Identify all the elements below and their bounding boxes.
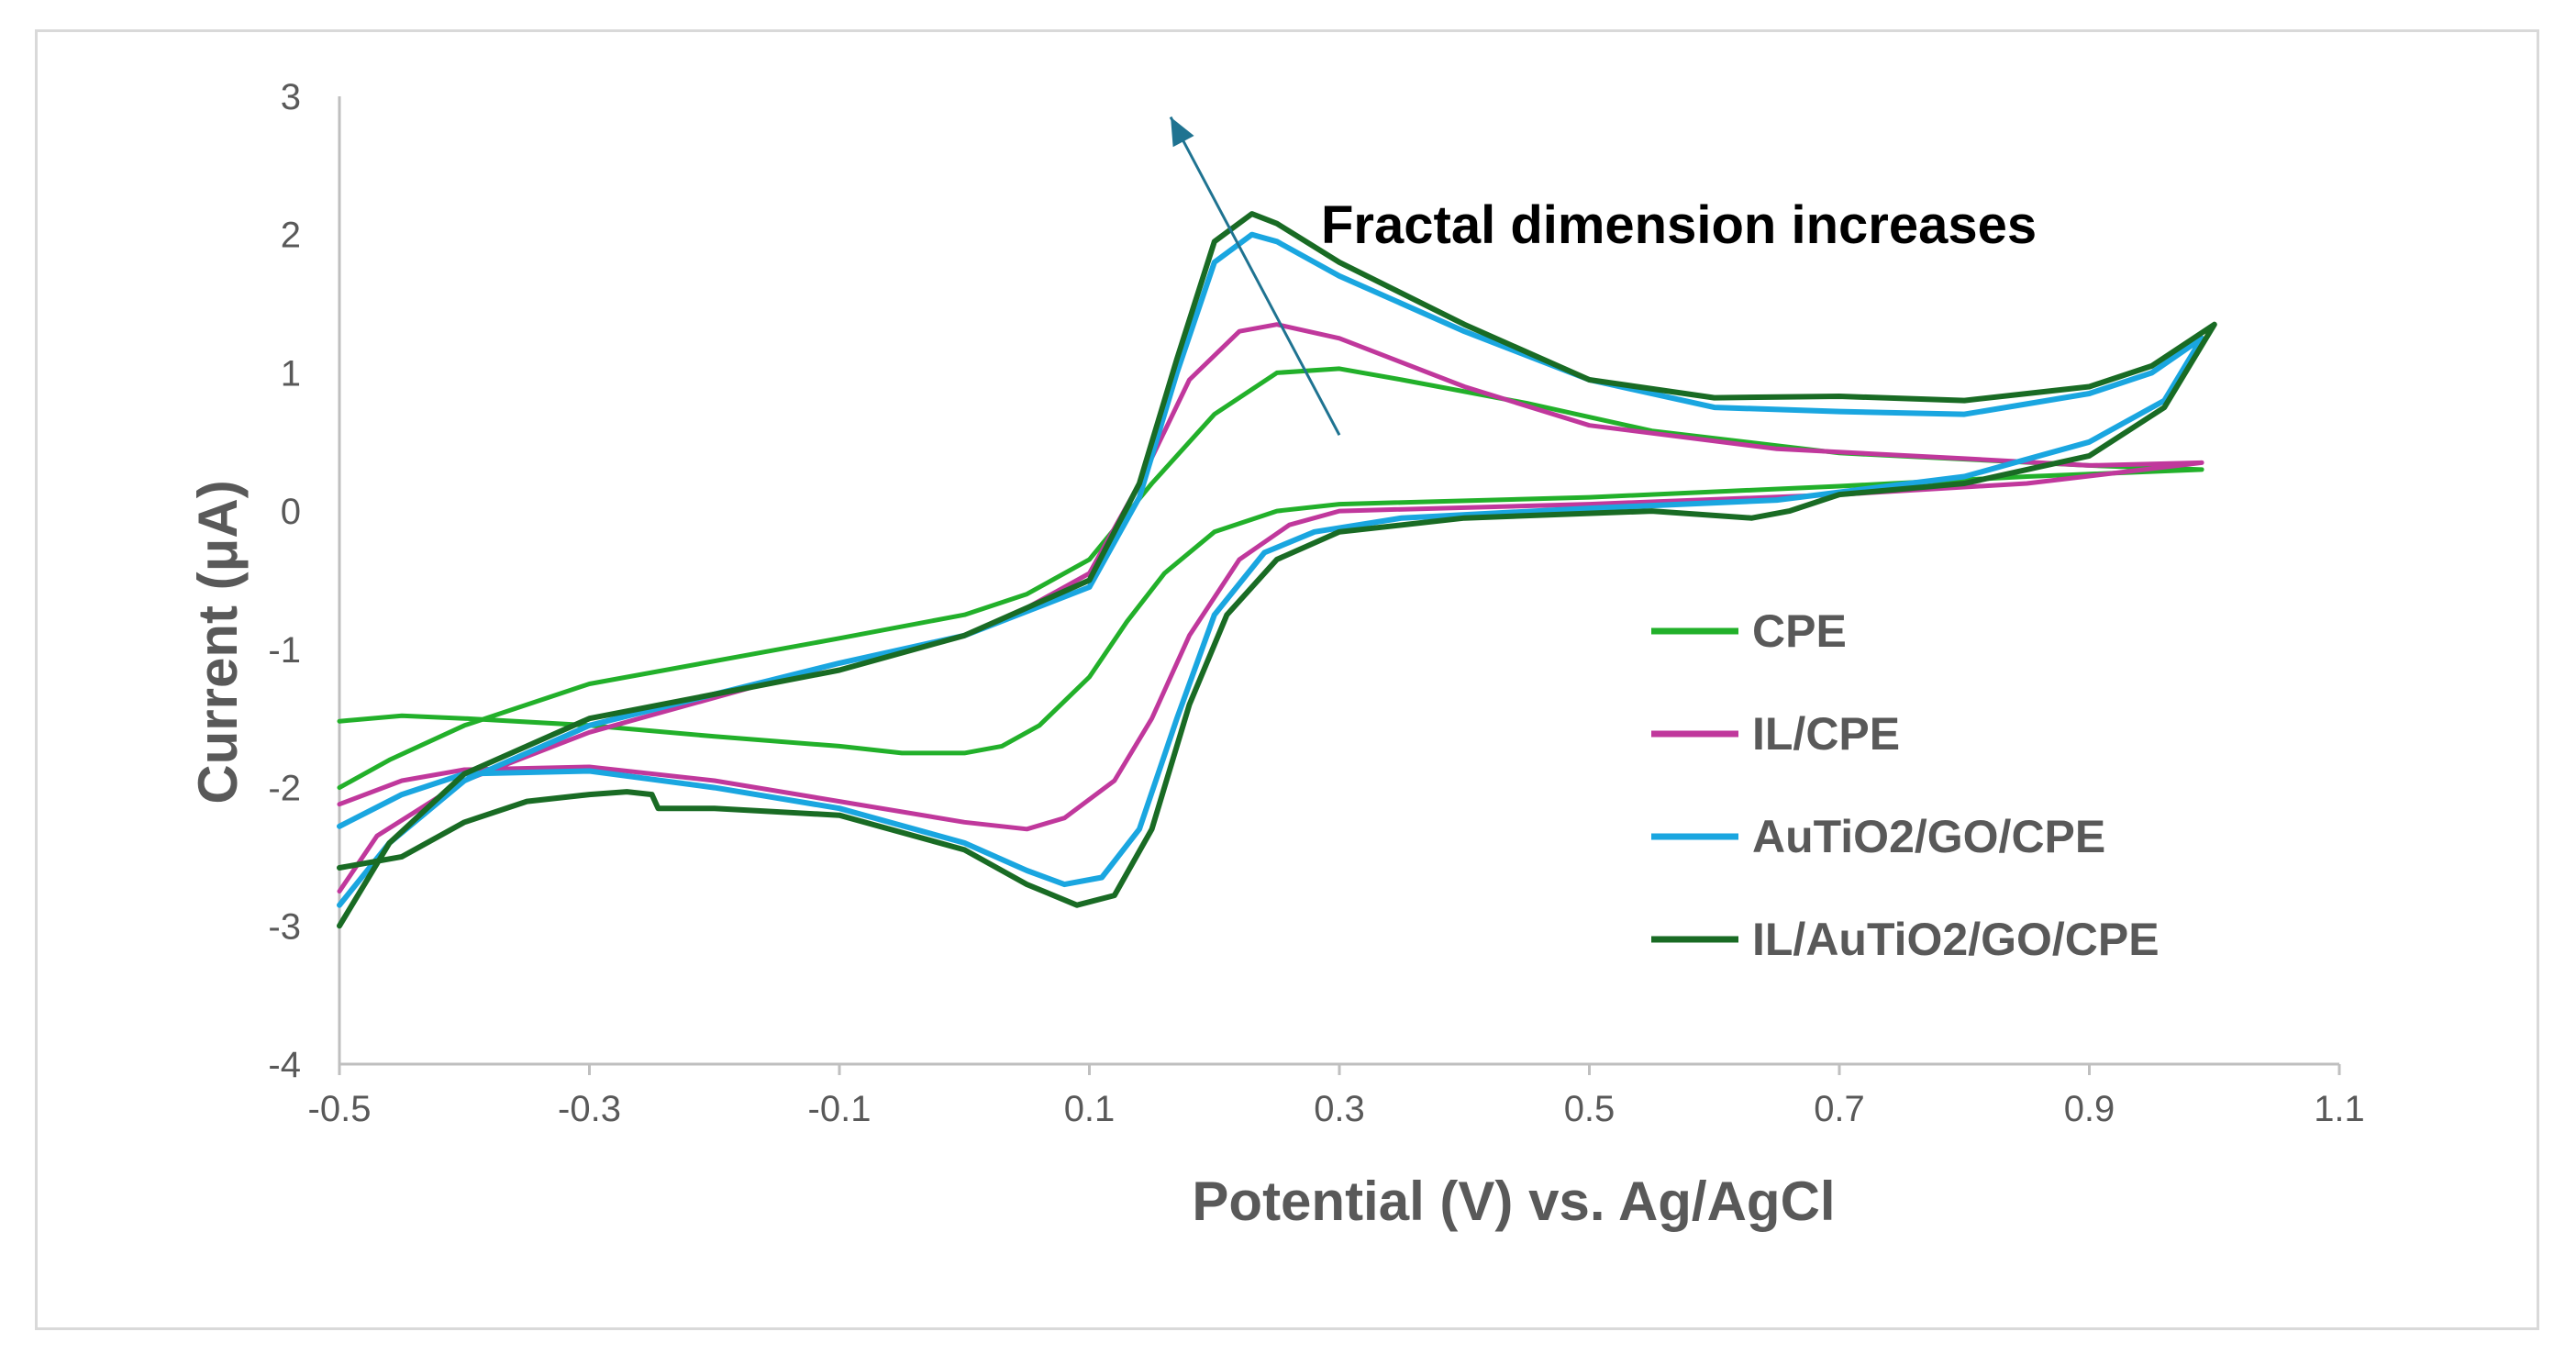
annotation-arrow-head — [1171, 117, 1194, 148]
y-tick-label: -4 — [268, 1045, 301, 1085]
annotation-arrow-line — [1169, 116, 1341, 436]
annotation-layer: Fractal dimension increases — [1169, 116, 2037, 436]
y-tick-label: -1 — [268, 630, 301, 671]
x-tick-label: 1.1 — [2314, 1089, 2365, 1129]
y-tick-label: -3 — [268, 906, 301, 947]
x-tick-label: 0.7 — [1814, 1089, 1865, 1129]
legend-label: IL/CPE — [1752, 708, 1900, 760]
legend: CPE IL/CPE AuTiO2/GO/CPE IL/AuTiO2/GO/CPE — [1651, 605, 2160, 965]
x-tick-label: 0.5 — [1564, 1089, 1616, 1129]
y-tick-label: 3 — [281, 77, 301, 117]
legend-label: IL/AuTiO2/GO/CPE — [1752, 914, 2160, 965]
series-layer — [337, 211, 2217, 929]
series-line-autio2-go-cpe — [337, 231, 2205, 908]
x-tick-label: -0.3 — [558, 1089, 621, 1129]
y-tick-label: 0 — [281, 492, 301, 532]
y-tick-label: -2 — [268, 769, 301, 809]
series-line-il-autio2-go-cpe — [337, 211, 2217, 929]
y-tick-label: 2 — [281, 216, 301, 256]
y-axis-title: Current (μA) — [187, 480, 249, 804]
legend-label: CPE — [1752, 605, 1847, 657]
x-axis-title: Potential (V) vs. Ag/AgCl — [1192, 1171, 1835, 1232]
x-tick-label: -0.5 — [308, 1089, 372, 1129]
x-tick-label: 0.3 — [1314, 1089, 1365, 1129]
annotation-text: Fractal dimension increases — [1321, 195, 2037, 255]
x-tick-label: 0.9 — [2064, 1089, 2115, 1129]
x-tick-label: -0.1 — [808, 1089, 872, 1129]
series-line-cpe — [337, 366, 2204, 791]
axes: -0.5 -0.3 -0.1 0.1 0.3 0.5 0.7 0.9 1.1 3 2 1 0 -1 -2 -3… — [268, 77, 2364, 1129]
legend-label: AuTiO2/GO/CPE — [1752, 811, 2105, 862]
series-line-il-cpe — [337, 322, 2204, 894]
x-tick-label: 0.1 — [1064, 1089, 1116, 1129]
y-tick-label: 1 — [281, 353, 301, 394]
